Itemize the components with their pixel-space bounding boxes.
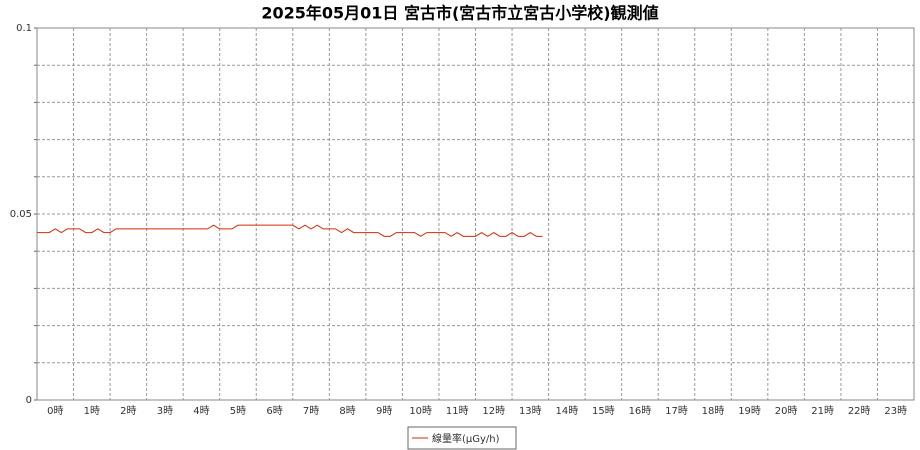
x-tick-label: 9時 [376,405,392,417]
data-line [37,224,543,237]
x-tick-label: 19時 [738,405,761,417]
x-tick-label: 20時 [775,405,798,417]
x-tick-label: 8時 [339,405,355,417]
x-tick-label: 7時 [303,405,319,417]
x-tick-label: 2時 [120,405,136,417]
x-tick-label: 12時 [482,405,505,417]
x-tick-label: 16時 [629,405,652,417]
x-tick-label: 4時 [193,405,209,417]
x-tick-label: 1時 [84,405,100,417]
legend: 線量率(μGy/h) [407,426,517,450]
legend-label: 線量率(μGy/h) [432,432,500,445]
x-tick-label: 3時 [157,405,173,417]
x-tick-label: 6時 [266,405,282,417]
x-tick-label: 13時 [519,405,542,417]
x-tick-label: 14時 [555,405,578,417]
x-tick-label: 17時 [665,405,688,417]
plot-frame [36,27,915,401]
chart-title: 2025年05月01日 宮古市(宮古市立宮古小学校)観測値 [261,4,658,23]
legend-box [407,426,517,450]
x-tick-label: 11時 [446,405,469,417]
x-tick-label: 22時 [848,405,871,417]
y-tick-label: 0 [26,395,32,406]
x-tick-label: 18時 [702,405,725,417]
x-tick-label: 0時 [47,405,63,417]
x-tick-label: 15時 [592,405,615,417]
y-tick-label: 0.05 [10,209,32,220]
x-tick-label: 23時 [884,405,907,417]
x-tick-label: 10時 [409,405,432,417]
x-tick-label: 21時 [811,405,834,417]
x-tick-label: 5時 [230,405,246,417]
y-tick-label: 0.1 [16,23,32,34]
